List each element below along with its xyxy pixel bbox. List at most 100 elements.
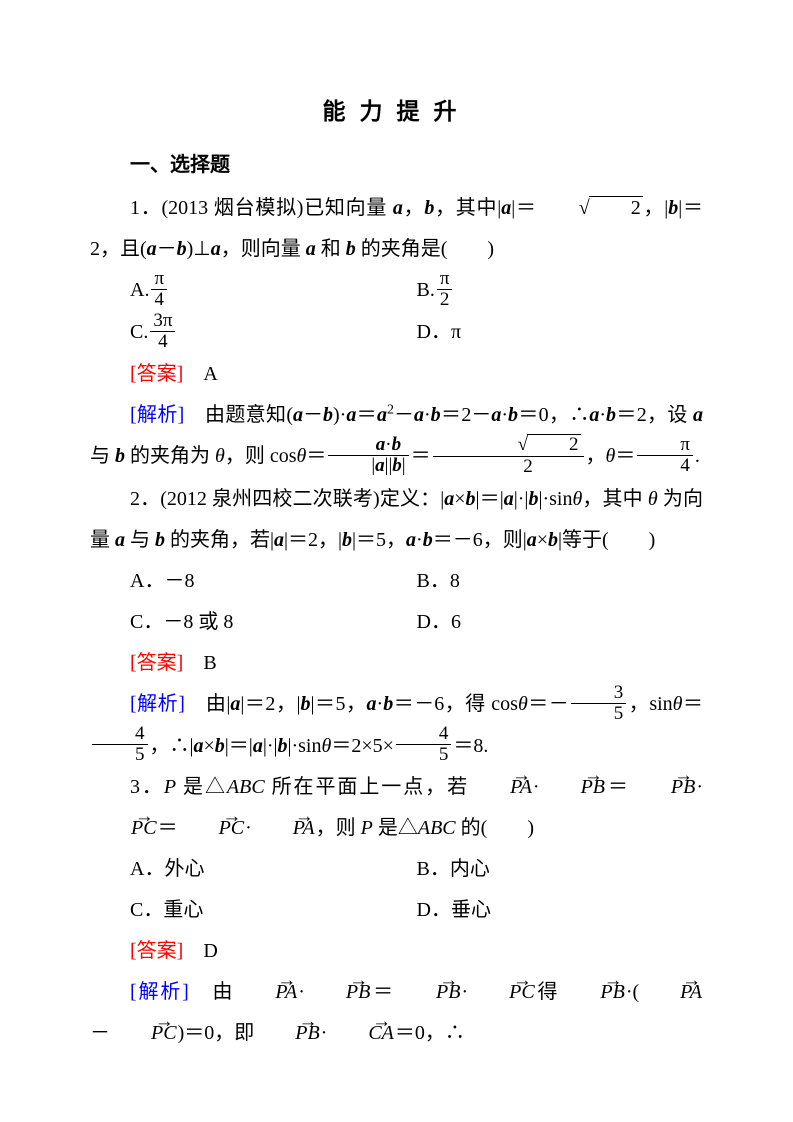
q1-answer: [答案] A xyxy=(90,354,703,395)
text: ＝ xyxy=(356,404,377,426)
vector-PA: →PA xyxy=(639,982,703,1002)
fraction-pi-4: π4 xyxy=(151,269,167,310)
text: ， xyxy=(586,445,606,467)
text: ＝ xyxy=(158,817,178,839)
vector-b: b xyxy=(342,529,352,551)
q2-option-d: D．6 xyxy=(417,602,704,643)
fraction-pi-2: π2 xyxy=(437,269,453,310)
q2-option-a: A．－8 xyxy=(130,561,417,602)
answer-value: D xyxy=(203,940,217,962)
text: 与 xyxy=(125,529,155,551)
q1-option-b: B.π2 xyxy=(417,270,704,312)
text: 由| xyxy=(206,693,231,715)
text: × xyxy=(454,488,465,510)
theta: θ xyxy=(322,735,332,757)
answer-label: [答案] xyxy=(130,652,183,674)
page: 能力提升 一、选择题 1．(2013 烟台模拟)已知向量 a，b，其中|a|＝√… xyxy=(0,0,793,1114)
text: |＝2，| xyxy=(240,693,300,715)
vector-a: a xyxy=(293,404,303,426)
theta: θ xyxy=(673,693,683,715)
vector-a: a xyxy=(406,529,416,551)
text: ＝－6，则| xyxy=(433,529,527,551)
text: ，sin xyxy=(628,693,672,715)
vector-a: a xyxy=(367,693,377,715)
text: · xyxy=(298,981,305,1003)
answer-label: [答案] xyxy=(130,940,183,962)
vector-PB: →PB xyxy=(254,1023,320,1043)
vector-b: b xyxy=(215,735,225,757)
opt-label: B. xyxy=(417,279,435,301)
vector-b: b xyxy=(155,529,165,551)
text: 由 xyxy=(213,981,235,1003)
q3-option-b: B．内心 xyxy=(417,849,704,890)
text: 与 xyxy=(90,445,115,467)
theta: θ xyxy=(518,693,528,715)
theta: θ xyxy=(648,488,658,510)
analysis-label: [解析] xyxy=(130,693,185,715)
vector-CA: →CA xyxy=(327,1023,395,1043)
answer-value: B xyxy=(203,652,216,674)
text: )⊥ xyxy=(187,238,211,260)
vector-a: a xyxy=(306,238,316,260)
vector-a: a xyxy=(527,529,537,551)
text: · xyxy=(245,817,252,839)
text: . xyxy=(695,445,700,467)
text: 是△ xyxy=(176,776,227,798)
text: ·( xyxy=(626,981,639,1003)
vector-b: b xyxy=(424,197,434,219)
sqrt-2: √2 xyxy=(537,188,643,229)
vector-b: b xyxy=(606,404,616,426)
text: － xyxy=(157,238,177,260)
vector-a: a xyxy=(501,197,511,219)
text: × xyxy=(204,735,215,757)
text: |＝5， xyxy=(310,693,366,715)
vector-PA: →PA xyxy=(469,777,533,797)
answer-label: [答案] xyxy=(130,363,183,385)
page-title: 能力提升 xyxy=(90,88,703,135)
vector-PB: →PB xyxy=(630,777,696,797)
q1-option-a: A.π4 xyxy=(130,270,417,312)
analysis-label: [解析] xyxy=(130,981,189,1003)
text: 的( ) xyxy=(456,817,534,839)
text: × xyxy=(537,529,548,551)
theta: θ xyxy=(297,445,307,467)
text: |＝| xyxy=(476,488,504,510)
q3-analysis: [解析] 由→PA·→PB＝→PB·→PC得→PB·(→PA－→PC)＝0，即→… xyxy=(90,972,703,1054)
q2-answer: [答案] B xyxy=(90,643,703,684)
vector-a: a xyxy=(253,735,263,757)
vector-b: b xyxy=(423,529,433,551)
theta: θ xyxy=(215,445,225,467)
q2-option-b: B．8 xyxy=(417,561,704,602)
fraction-sqrt2-2: √22 xyxy=(433,434,584,477)
opt-label: C. xyxy=(130,321,148,343)
vector-PA: →PA xyxy=(234,982,298,1002)
vector-a: a xyxy=(444,488,454,510)
vector-b: b xyxy=(115,445,125,467)
text: · xyxy=(533,776,540,798)
text: ，则 xyxy=(316,817,361,839)
vector-a: a xyxy=(491,404,501,426)
q2-stem: 2．(2012 泉州四校二次联考)定义：|a×b|＝|a|·|b|·sinθ，其… xyxy=(90,479,703,561)
point-P: P xyxy=(164,776,176,798)
fraction-pi-4: π4 xyxy=(637,435,693,476)
vector-a: a xyxy=(377,404,387,426)
text: · xyxy=(321,1022,328,1044)
fraction-3-5: 35 xyxy=(571,683,627,724)
text: 的夹角为 xyxy=(125,445,215,467)
text: ，| xyxy=(643,197,668,219)
text: ， xyxy=(403,197,424,219)
text: ，∴| xyxy=(150,735,194,757)
text: |＝5， xyxy=(352,529,406,551)
vector-PC: →PC xyxy=(110,1023,178,1043)
vector-PB: →PB xyxy=(305,982,371,1002)
text: 2．(2012 泉州四校二次联考)定义：| xyxy=(130,488,444,510)
text: ＝－6，得 cos xyxy=(393,693,518,715)
vector-b: b xyxy=(383,693,393,715)
text: ＝0，∴ xyxy=(518,404,589,426)
text: |·| xyxy=(514,488,529,510)
text: ＝ xyxy=(411,445,431,467)
text: |＝| xyxy=(225,735,253,757)
text: )＝0，即 xyxy=(178,1022,255,1044)
opt-label: A. xyxy=(130,279,149,301)
q1-options: A.π4 B.π2 C.3π4 D．π xyxy=(90,270,703,354)
